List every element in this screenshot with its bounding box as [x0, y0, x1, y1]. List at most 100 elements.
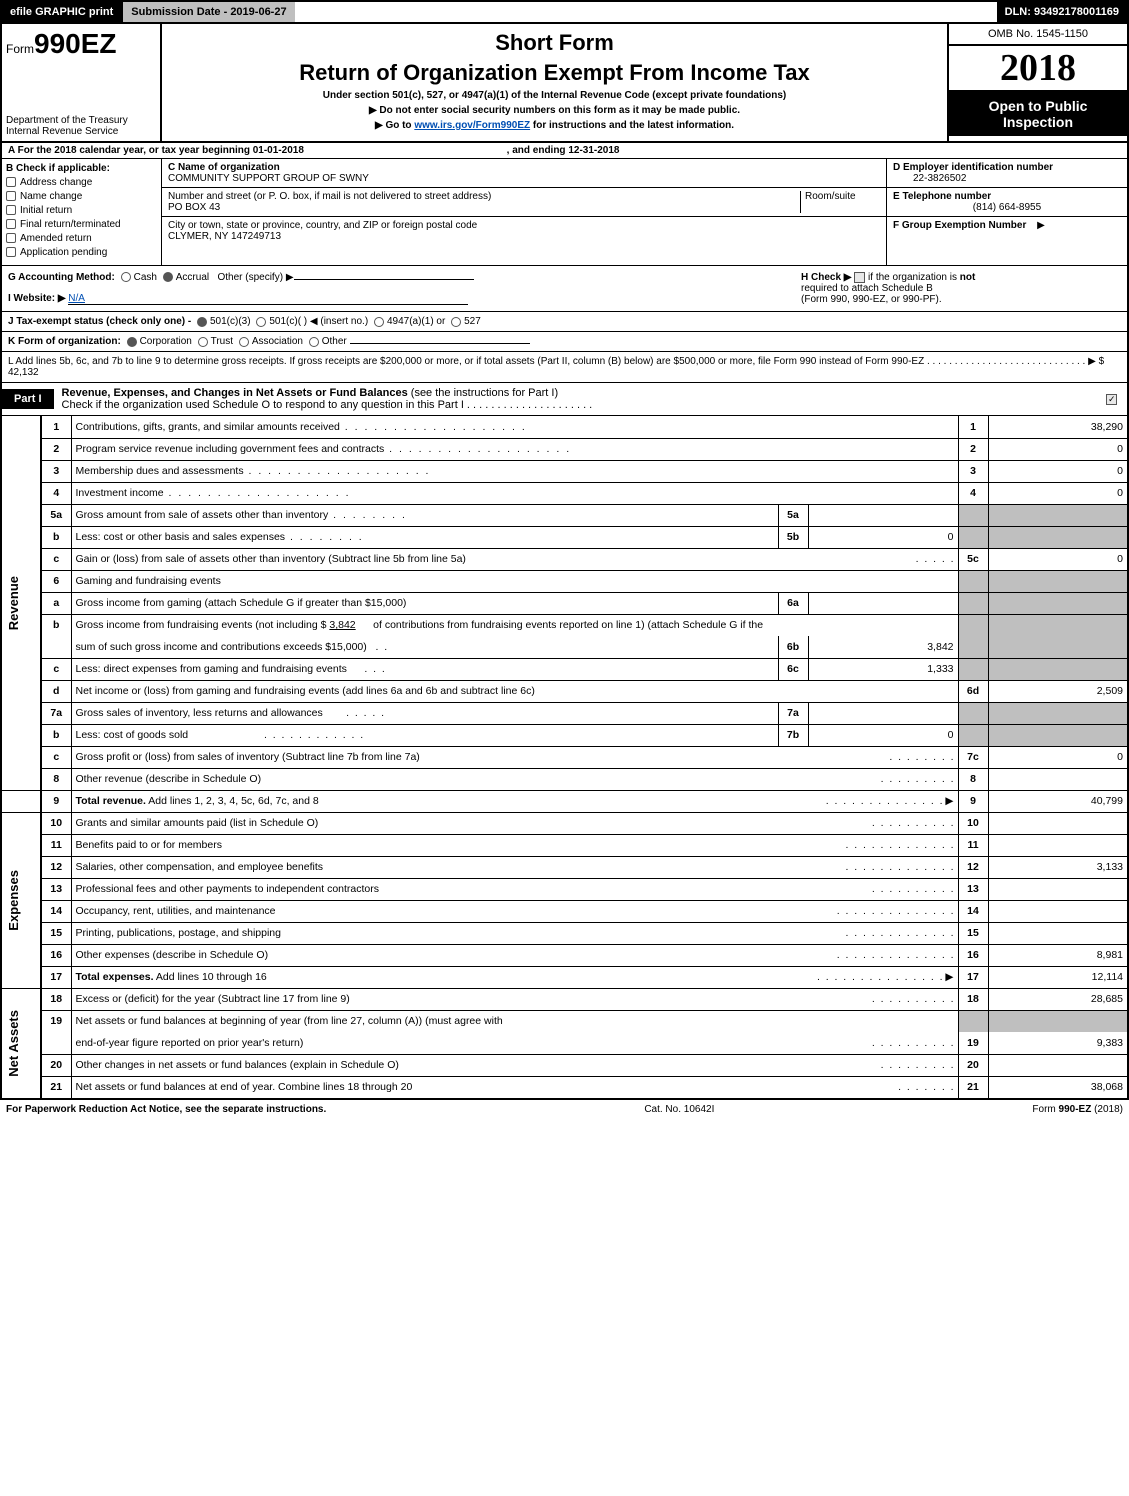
line-rnum-grey [958, 702, 988, 724]
line-rnum: 13 [958, 878, 988, 900]
mid-val [808, 702, 958, 724]
line-val-grey [988, 636, 1128, 658]
line-num-blank [41, 636, 71, 658]
chk-amended-return[interactable]: Amended return [6, 233, 157, 244]
header-left: Form990EZ Department of the Treasury Int… [2, 24, 162, 141]
radio-assoc[interactable] [239, 337, 249, 347]
radio-527[interactable] [451, 317, 461, 327]
i-website-val[interactable]: N/A [68, 293, 468, 305]
d-ein-row: D Employer identification number 22-3826… [887, 159, 1127, 188]
line-num: 10 [41, 812, 71, 834]
dln-label: DLN: 93492178001169 [997, 2, 1127, 22]
line-desc: Other changes in net assets or fund bala… [71, 1054, 958, 1076]
row-l: L Add lines 5b, 6c, and 7b to line 9 to … [0, 352, 1129, 383]
part1-schedule-o-checkbox[interactable] [1106, 394, 1117, 405]
line-rnum: 19 [958, 1032, 988, 1054]
c-name-label: C Name of organization [168, 162, 880, 173]
line-num: 1 [41, 416, 71, 438]
line-18: Net Assets 18 Excess or (deficit) for th… [1, 988, 1128, 1010]
footer-left: For Paperwork Reduction Act Notice, see … [6, 1104, 326, 1115]
tax-year: 2018 [949, 46, 1127, 92]
line-7b: b Less: cost of goods sold . . . . . . .… [1, 724, 1128, 746]
line-desc: Gross income from gaming (attach Schedul… [71, 592, 778, 614]
mid-val: 0 [808, 724, 958, 746]
line-desc: Net assets or fund balances at end of ye… [71, 1076, 958, 1098]
footer-right: Form 990-EZ (2018) [1032, 1104, 1123, 1115]
mid-num: 7a [778, 702, 808, 724]
line-rnum: 15 [958, 922, 988, 944]
form-990ez: 990EZ [34, 28, 117, 59]
line-19b: end-of-year figure reported on prior yea… [1, 1032, 1128, 1054]
col-d: D Employer identification number 22-3826… [887, 159, 1127, 265]
h-txt3: (Form 990, 990-EZ, or 990-PF). [801, 294, 942, 305]
mid-val [808, 504, 958, 526]
h-checkbox[interactable] [854, 272, 865, 283]
k-other-line[interactable] [350, 343, 530, 344]
line-val: 0 [988, 746, 1128, 768]
radio-trust[interactable] [198, 337, 208, 347]
line-3: 3 Membership dues and assessments 3 0 [1, 460, 1128, 482]
line-desc: Gross sales of inventory, less returns a… [71, 702, 778, 724]
line-21: 21 Net assets or fund balances at end of… [1, 1076, 1128, 1098]
c-org-name: COMMUNITY SUPPORT GROUP OF SWNY [168, 173, 880, 184]
row-g: G Accounting Method: Cash Accrual Other … [8, 272, 801, 305]
line-desc: Gross profit or (loss) from sales of inv… [71, 746, 958, 768]
line-num: c [41, 746, 71, 768]
chk-initial-return[interactable]: Initial return [6, 205, 157, 216]
mid-val: 1,333 [808, 658, 958, 680]
efile-print-button[interactable]: efile GRAPHIC print [2, 2, 123, 22]
line-rnum-grey [958, 636, 988, 658]
line-num: 5a [41, 504, 71, 526]
radio-other[interactable] [309, 337, 319, 347]
radio-501c[interactable] [256, 317, 266, 327]
chk-application-pending[interactable]: Application pending [6, 247, 157, 258]
line-num: 20 [41, 1054, 71, 1076]
mid-val: 0 [808, 526, 958, 548]
return-title: Return of Organization Exempt From Incom… [168, 60, 941, 86]
line-num: c [41, 548, 71, 570]
irs-link[interactable]: www.irs.gov/Form990EZ [414, 120, 530, 131]
radio-corp[interactable] [127, 337, 137, 347]
line-desc: Gain or (loss) from sale of assets other… [71, 548, 958, 570]
chk-final-return[interactable]: Final return/terminated [6, 219, 157, 230]
c-addr-row: Number and street (or P. O. box, if mail… [162, 188, 886, 217]
line-num: 11 [41, 834, 71, 856]
line-val-grey [988, 1010, 1128, 1032]
line-19a: 19 Net assets or fund balances at beginn… [1, 1010, 1128, 1032]
f-arrow: ▶ [1037, 220, 1045, 231]
line-10: Expenses 10 Grants and similar amounts p… [1, 812, 1128, 834]
g-accrual: Accrual [176, 272, 209, 283]
j-o4: 527 [464, 316, 481, 327]
g-other-line[interactable] [294, 279, 474, 280]
line-desc: Excess or (deficit) for the year (Subtra… [71, 988, 958, 1010]
line-desc: end-of-year figure reported on prior yea… [71, 1032, 958, 1054]
line-5a: 5a Gross amount from sale of assets othe… [1, 504, 1128, 526]
line-12: 12 Salaries, other compensation, and emp… [1, 856, 1128, 878]
line-val: 12,114 [988, 966, 1128, 988]
line-val: 3,133 [988, 856, 1128, 878]
sub-text-2: ▶ Do not enter social security numbers o… [168, 105, 941, 116]
radio-4947[interactable] [374, 317, 384, 327]
form-prefix: Form [6, 42, 34, 56]
submission-date-button[interactable]: Submission Date - 2019-06-27 [123, 2, 294, 22]
j-o3: 4947(a)(1) or [387, 316, 445, 327]
row-k: K Form of organization: Corporation Trus… [0, 332, 1129, 352]
checkbox-icon [6, 219, 16, 229]
row-j: J Tax-exempt status (check only one) - 5… [0, 312, 1129, 332]
line-desc: Program service revenue including govern… [71, 438, 958, 460]
line-14: 14 Occupancy, rent, utilities, and maint… [1, 900, 1128, 922]
mid-num: 6c [778, 658, 808, 680]
radio-accrual[interactable] [163, 272, 173, 282]
checkbox-icon [6, 233, 16, 243]
checkbox-icon [6, 247, 16, 257]
line-20: 20 Other changes in net assets or fund b… [1, 1054, 1128, 1076]
line-desc: Gaming and fundraising events [71, 570, 958, 592]
line-desc: Less: cost or other basis and sales expe… [71, 526, 778, 548]
j-o1: 501(c)(3) [210, 316, 251, 327]
radio-501c3[interactable] [197, 317, 207, 327]
radio-cash[interactable] [121, 272, 131, 282]
chk-name-change[interactable]: Name change [6, 191, 157, 202]
b-title: B Check if applicable: [6, 163, 157, 174]
chk-address-change[interactable]: Address change [6, 177, 157, 188]
line-num: 18 [41, 988, 71, 1010]
